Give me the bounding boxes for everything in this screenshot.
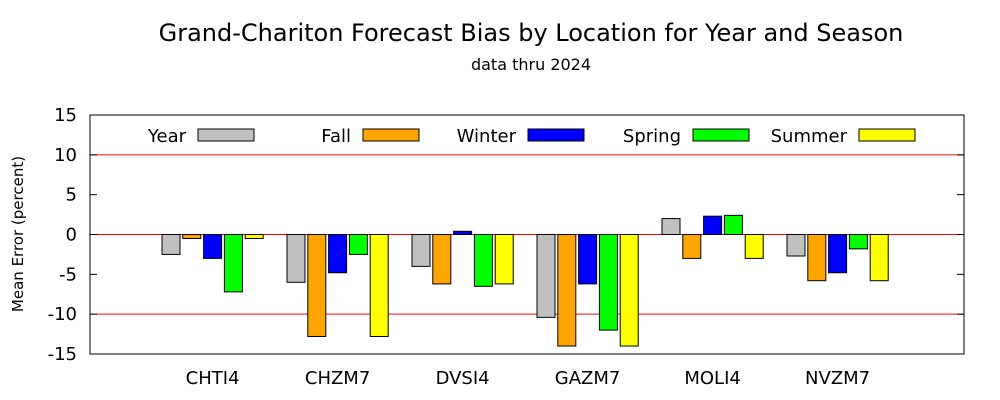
chart-title: Grand-Chariton Forecast Bias by Location… [158, 19, 904, 47]
y-ticks: 15 10 5 0 -5 -10 -15 [48, 105, 964, 365]
bar-chti4-fall [182, 234, 202, 239]
bar-dvsi4-year [411, 234, 431, 267]
bar-moli4-summer [744, 234, 764, 259]
bar-dvsi4-spring [473, 234, 493, 287]
x-tick-label: CHTI4 [186, 368, 240, 389]
x-tick-label: DVSI4 [436, 368, 490, 389]
bar-nvzm7-summer [869, 234, 889, 282]
y-tick-label: 10 [54, 145, 77, 166]
bar-chzm7-spring [348, 234, 368, 255]
bar-nvzm7-winter [828, 234, 848, 274]
bar-chti4-spring [223, 234, 243, 293]
y-tick-label: -10 [48, 304, 77, 325]
x-tick-label: GAZM7 [555, 368, 621, 389]
legend-swatch-winter [527, 128, 585, 142]
bar-gazm7-spring [598, 234, 618, 331]
legend-label-year: Year [147, 126, 187, 147]
bar-nvzm7-spring [848, 234, 868, 250]
bar-chti4-summer [244, 234, 264, 239]
bar-moli4-spring [723, 214, 743, 236]
bar-gazm7-summer [619, 234, 639, 347]
bar-chti4-year [161, 234, 181, 255]
bar-dvsi4-summer [494, 234, 514, 285]
y-tick-label: 15 [54, 105, 77, 126]
bar-chzm7-summer [369, 234, 389, 337]
bar-chzm7-fall [307, 234, 327, 337]
x-ticks: CHTI4 CHZM7 DVSI4 GAZM7 MOLI4 NVZM7 [186, 368, 870, 389]
legend-label-fall: Fall [321, 126, 351, 147]
legend-label-summer: Summer [771, 126, 848, 147]
bar-chzm7-year [286, 234, 306, 283]
bar-chzm7-winter [328, 234, 348, 274]
chart-subtitle: data thru 2024 [470, 55, 592, 74]
bar-moli4-winter [703, 215, 723, 235]
legend-swatch-fall [362, 128, 420, 142]
bar-dvsi4-fall [432, 234, 452, 285]
legend: Year Fall Winter Spring Summer [147, 126, 916, 147]
bar-gazm7-winter [578, 234, 598, 285]
legend-swatch-summer [858, 128, 916, 142]
legend-label-spring: Spring [623, 126, 681, 147]
bar-gazm7-fall [557, 234, 577, 347]
bar-moli4-year [661, 218, 681, 235]
x-tick-label: CHZM7 [305, 368, 370, 389]
x-tick-label: NVZM7 [805, 368, 870, 389]
bar-moli4-fall [682, 234, 702, 259]
bar-nvzm7-fall [807, 234, 827, 282]
x-tick-label: MOLI4 [684, 368, 741, 389]
y-axis-title: Mean Error (percent) [9, 156, 27, 312]
bars [161, 214, 889, 347]
y-tick-label: -15 [48, 344, 77, 365]
y-tick-label: -5 [59, 264, 77, 285]
bar-dvsi4-winter [453, 230, 473, 236]
bar-nvzm7-year [786, 234, 806, 257]
legend-swatch-year [197, 128, 255, 142]
legend-swatch-spring [692, 128, 750, 142]
bar-chti4-winter [203, 234, 223, 259]
legend-label-winter: Winter [457, 126, 517, 147]
bar-gazm7-year [536, 234, 556, 318]
y-tick-label: 0 [66, 225, 77, 246]
y-tick-label: 5 [66, 185, 77, 206]
